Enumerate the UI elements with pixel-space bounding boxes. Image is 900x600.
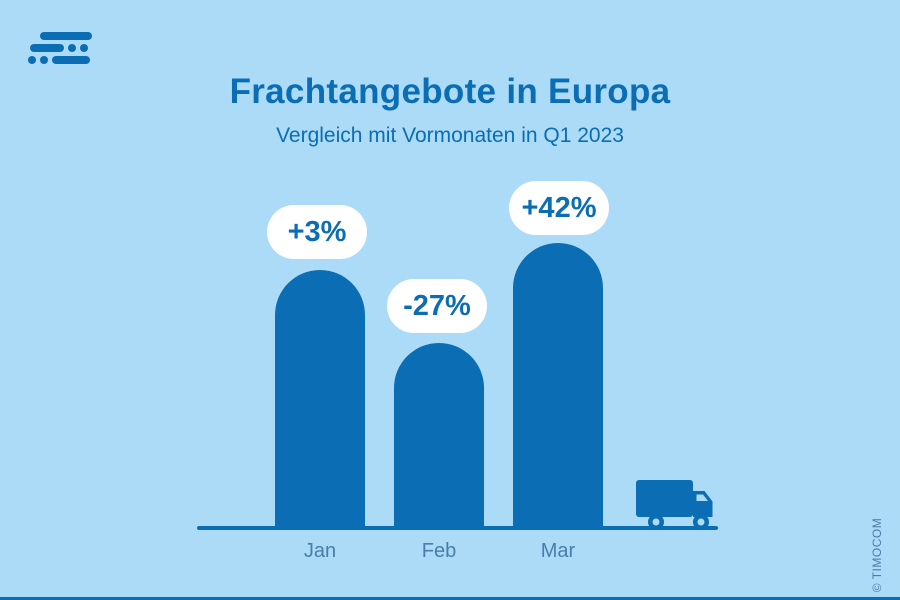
logo-dot	[28, 56, 36, 64]
x-tick-label-mar: Mar	[540, 540, 576, 562]
truck-icon	[636, 480, 713, 530]
value-bubble-jan: +3%	[267, 205, 367, 259]
value-label-mar: +42%	[521, 191, 597, 224]
logo-row	[30, 44, 92, 52]
logo-bar	[40, 32, 92, 40]
logo-dot	[68, 44, 76, 52]
page-subtitle: Vergleich mit Vormonaten in Q1 2023	[276, 124, 624, 147]
value-label-jan: +3%	[287, 215, 347, 248]
bar-mar	[513, 243, 603, 527]
logo-bar	[52, 56, 90, 64]
page-title: Frachtangebote in Europa	[229, 72, 671, 111]
value-bubble-feb: -27%	[387, 279, 487, 333]
logo-dot	[40, 56, 48, 64]
copyright-label: © TIMOCOM	[870, 517, 884, 593]
logo-row	[40, 32, 92, 40]
value-label-feb: -27%	[403, 289, 471, 322]
x-tick-label-jan: Jan	[303, 540, 337, 562]
x-axis-baseline	[197, 526, 718, 530]
x-tick-label-feb: Feb	[421, 540, 457, 562]
logo-dot	[80, 44, 88, 52]
timocom-logo-icon	[28, 32, 92, 64]
bottom-accent-strip	[0, 597, 900, 600]
logo-row	[28, 56, 92, 64]
bar-jan	[275, 270, 365, 527]
value-bubble-mar: +42%	[509, 181, 609, 235]
logo-bar	[30, 44, 64, 52]
bar-feb	[394, 343, 484, 527]
